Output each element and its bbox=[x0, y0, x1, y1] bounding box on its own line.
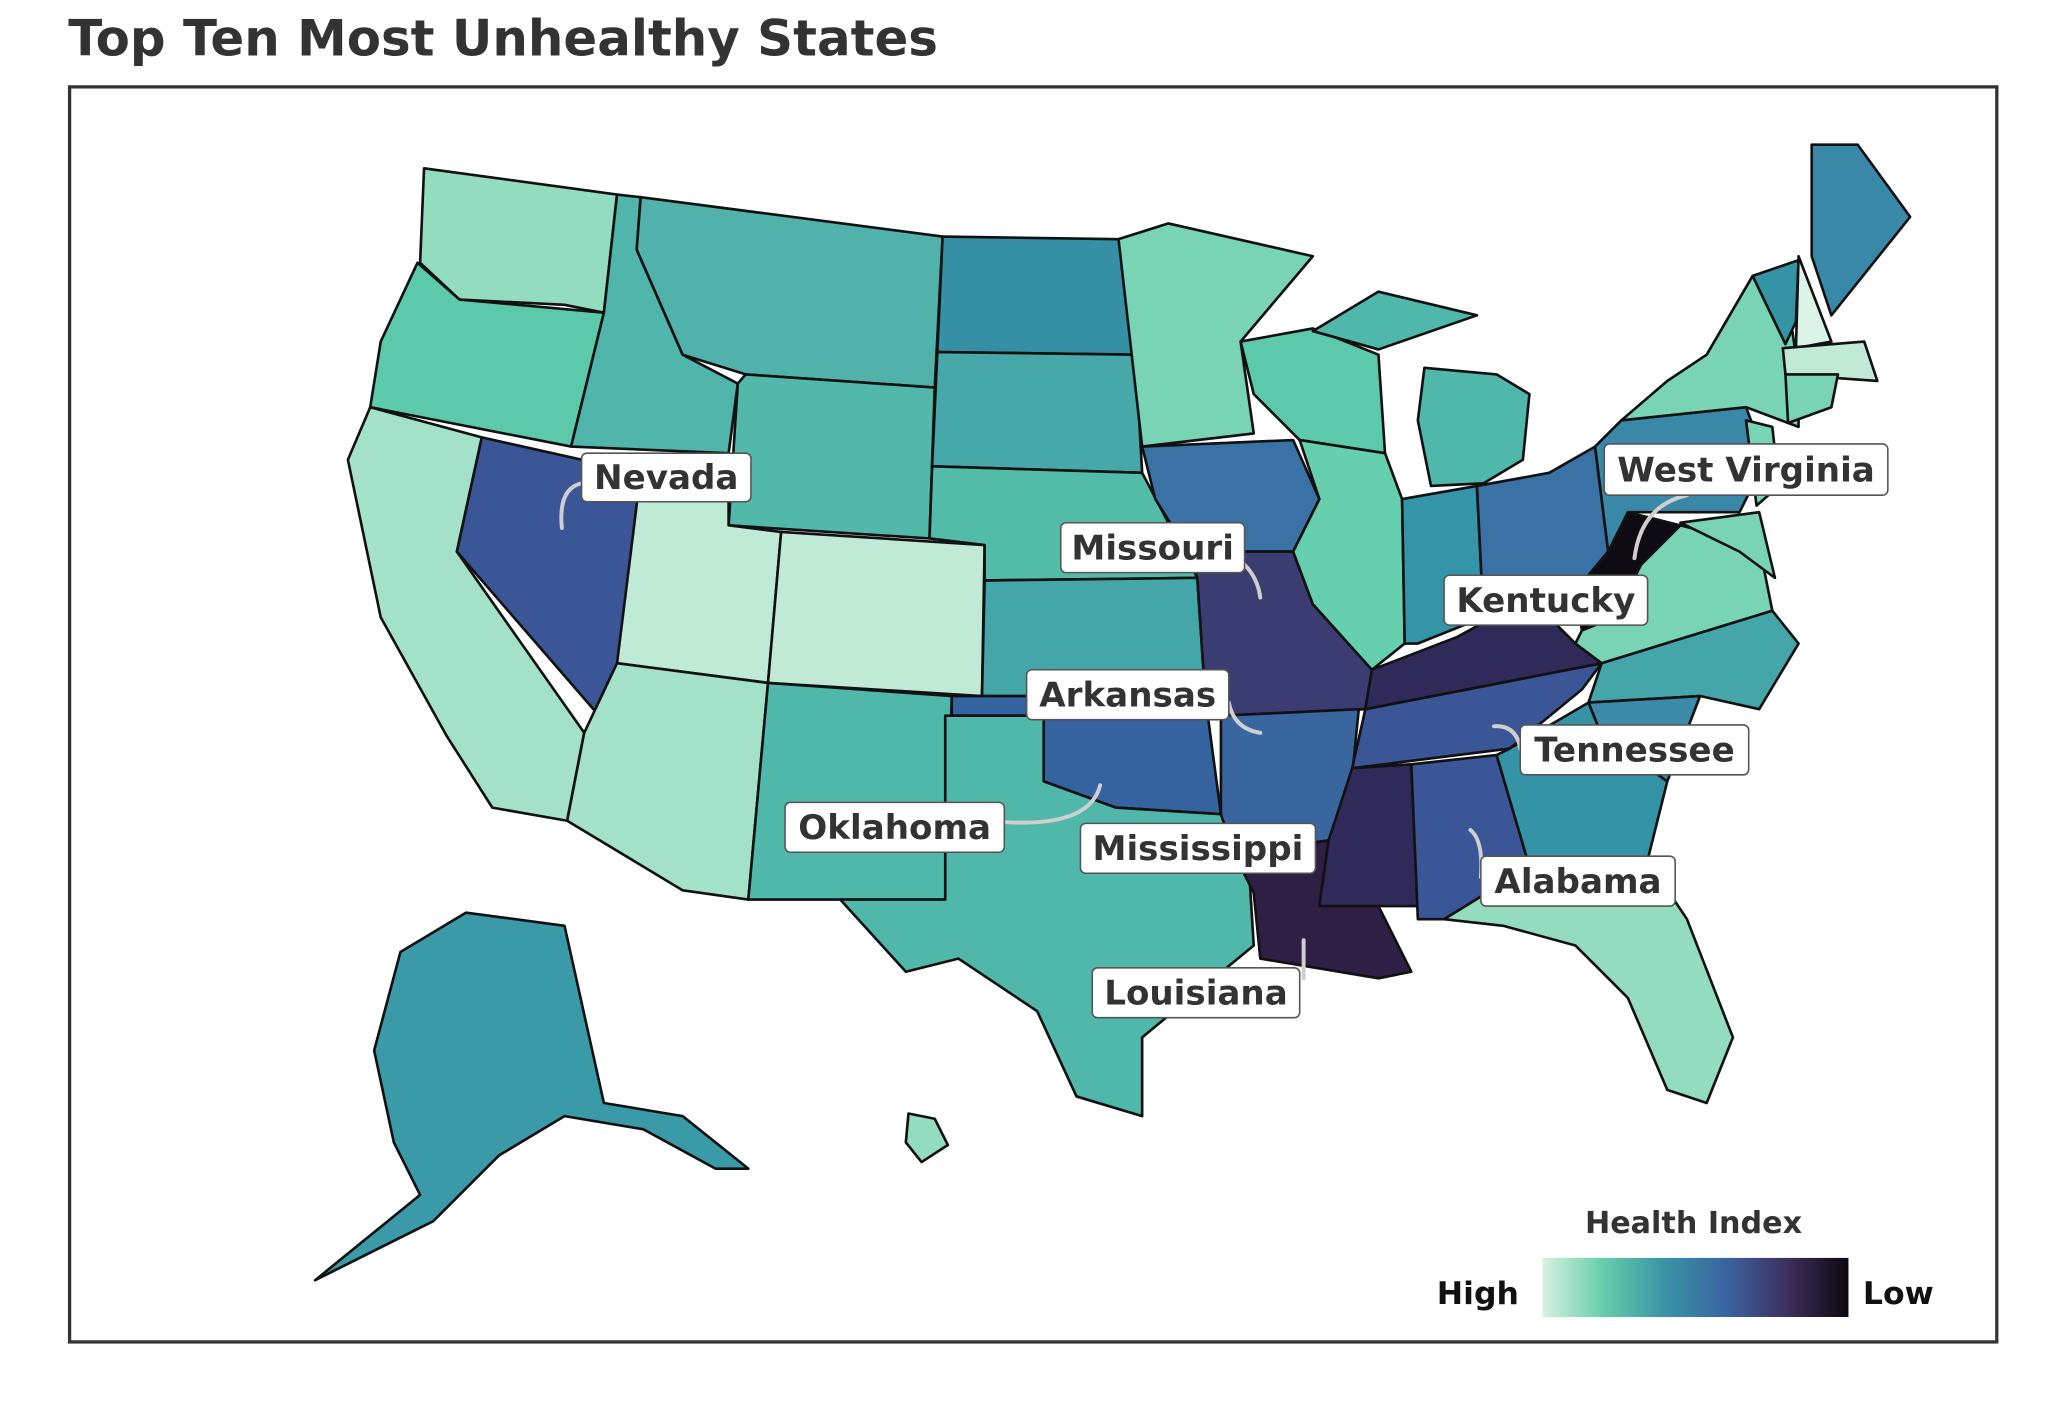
leader-line-west-virginia bbox=[1632, 493, 1689, 561]
state-new-mexico bbox=[746, 681, 954, 901]
label-box bbox=[1025, 668, 1230, 721]
label-text: Oklahoma bbox=[798, 808, 991, 848]
label-text: Tennessee bbox=[1534, 731, 1735, 771]
state-michigan bbox=[1311, 290, 1479, 351]
label-box bbox=[580, 452, 752, 503]
state-alaska bbox=[313, 911, 750, 1282]
label-box bbox=[1480, 855, 1676, 907]
legend-low-label: Low bbox=[1863, 1276, 1934, 1312]
leader-line-oklahoma bbox=[1002, 783, 1103, 825]
label-text: Mississippi bbox=[1093, 829, 1304, 869]
label-tennessee: Tennessee bbox=[1519, 724, 1750, 776]
label-box bbox=[1059, 521, 1246, 574]
label-nevada: Nevada bbox=[580, 452, 752, 503]
state-labels: Nevada Missouri West Virginia Kentucky Arkan… bbox=[580, 443, 1889, 1019]
label-alabama: Alabama bbox=[1480, 855, 1676, 907]
label-box bbox=[1603, 443, 1889, 496]
state-illinois bbox=[1291, 438, 1407, 672]
label-text: Nevada bbox=[594, 458, 738, 498]
leader-line-arkansas bbox=[1226, 700, 1263, 735]
label-box bbox=[1519, 724, 1750, 776]
label-louisiana: Louisiana bbox=[1091, 966, 1301, 1019]
legend-high-label: High bbox=[1437, 1276, 1519, 1312]
label-box bbox=[1079, 822, 1317, 875]
label-text: Alabama bbox=[1494, 862, 1661, 902]
label-text: Arkansas bbox=[1039, 676, 1216, 716]
state-hawaii bbox=[904, 1112, 950, 1164]
leader-line-tennessee bbox=[1492, 724, 1523, 751]
label-box bbox=[1443, 574, 1649, 626]
label-west-virginia: West Virginia bbox=[1603, 443, 1889, 496]
label-arkansas: Arkansas bbox=[1025, 668, 1230, 721]
label-missouri: Missouri bbox=[1059, 521, 1246, 574]
state-maine bbox=[1810, 143, 1912, 317]
legend-colorbar bbox=[1542, 1257, 1849, 1317]
leader-line-nevada bbox=[559, 481, 584, 530]
label-kentucky: Kentucky bbox=[1443, 574, 1649, 626]
state-wyoming bbox=[727, 373, 937, 540]
label-mississippi: Mississippi bbox=[1079, 822, 1317, 875]
legend: Health Index High Low bbox=[1437, 1206, 1934, 1317]
label-text: West Virginia bbox=[1617, 450, 1875, 490]
state-massachusetts bbox=[1781, 340, 1879, 383]
state-maryland bbox=[1679, 510, 1777, 580]
leader-line-missouri bbox=[1242, 562, 1263, 600]
label-box bbox=[784, 801, 1006, 854]
label-box bbox=[1091, 966, 1301, 1019]
map-title: Top Ten Most Unhealthy States bbox=[68, 9, 938, 67]
state-mississippi bbox=[1318, 762, 1420, 908]
state-north-dakota bbox=[936, 235, 1137, 357]
state-south-dakota bbox=[930, 350, 1144, 475]
label-text: Louisiana bbox=[1104, 974, 1288, 1014]
state-michigan bbox=[1416, 366, 1531, 488]
state-connecticut bbox=[1784, 373, 1840, 425]
legend-title: Health Index bbox=[1585, 1206, 1803, 1241]
label-text: Missouri bbox=[1071, 528, 1234, 568]
label-oklahoma: Oklahoma bbox=[784, 801, 1006, 854]
state-colorado bbox=[766, 530, 986, 698]
label-text: Kentucky bbox=[1456, 581, 1635, 621]
